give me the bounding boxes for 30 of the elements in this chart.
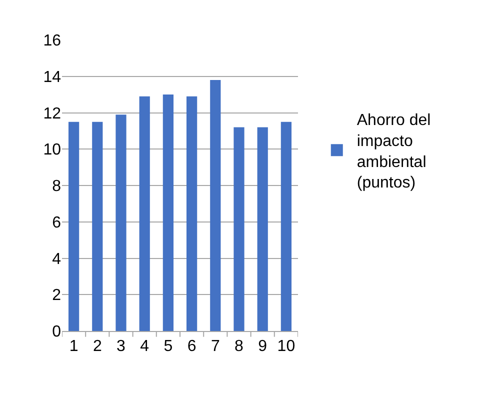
y-tick-label: 8 [52,178,62,196]
y-tick-label: 10 [43,142,62,159]
bar [234,127,244,331]
x-tick-label: 9 [258,338,268,356]
x-tick-label: 10 [277,338,296,356]
legend-label: Ahorro del impacto ambiental (puntos) [356,112,431,192]
y-tick-label: 12 [43,105,62,122]
y-tick-label: 4 [52,250,62,268]
y-tick-label: 14 [43,68,62,86]
x-tick-label: 5 [164,338,173,356]
bar [139,96,150,331]
y-tick-label: 2 [52,287,62,304]
x-tick-label: 8 [234,338,244,356]
bar [280,122,292,331]
x-tick-label: 3 [116,338,126,356]
bar [116,114,126,331]
x-tick-label: 4 [140,338,150,356]
x-tick-label: 2 [92,338,102,356]
y-tick-label: 6 [52,214,62,232]
bar [68,122,80,331]
y-tick-label: 16 [43,32,62,50]
x-tick-label: 7 [210,338,220,356]
bar [186,96,198,331]
y-tick-label: 0 [52,324,62,341]
x-tick-label: 6 [187,338,196,356]
bar [92,122,103,331]
bar [162,94,174,331]
x-tick-label: 1 [69,338,78,356]
bar [257,127,268,331]
bar [210,80,221,331]
